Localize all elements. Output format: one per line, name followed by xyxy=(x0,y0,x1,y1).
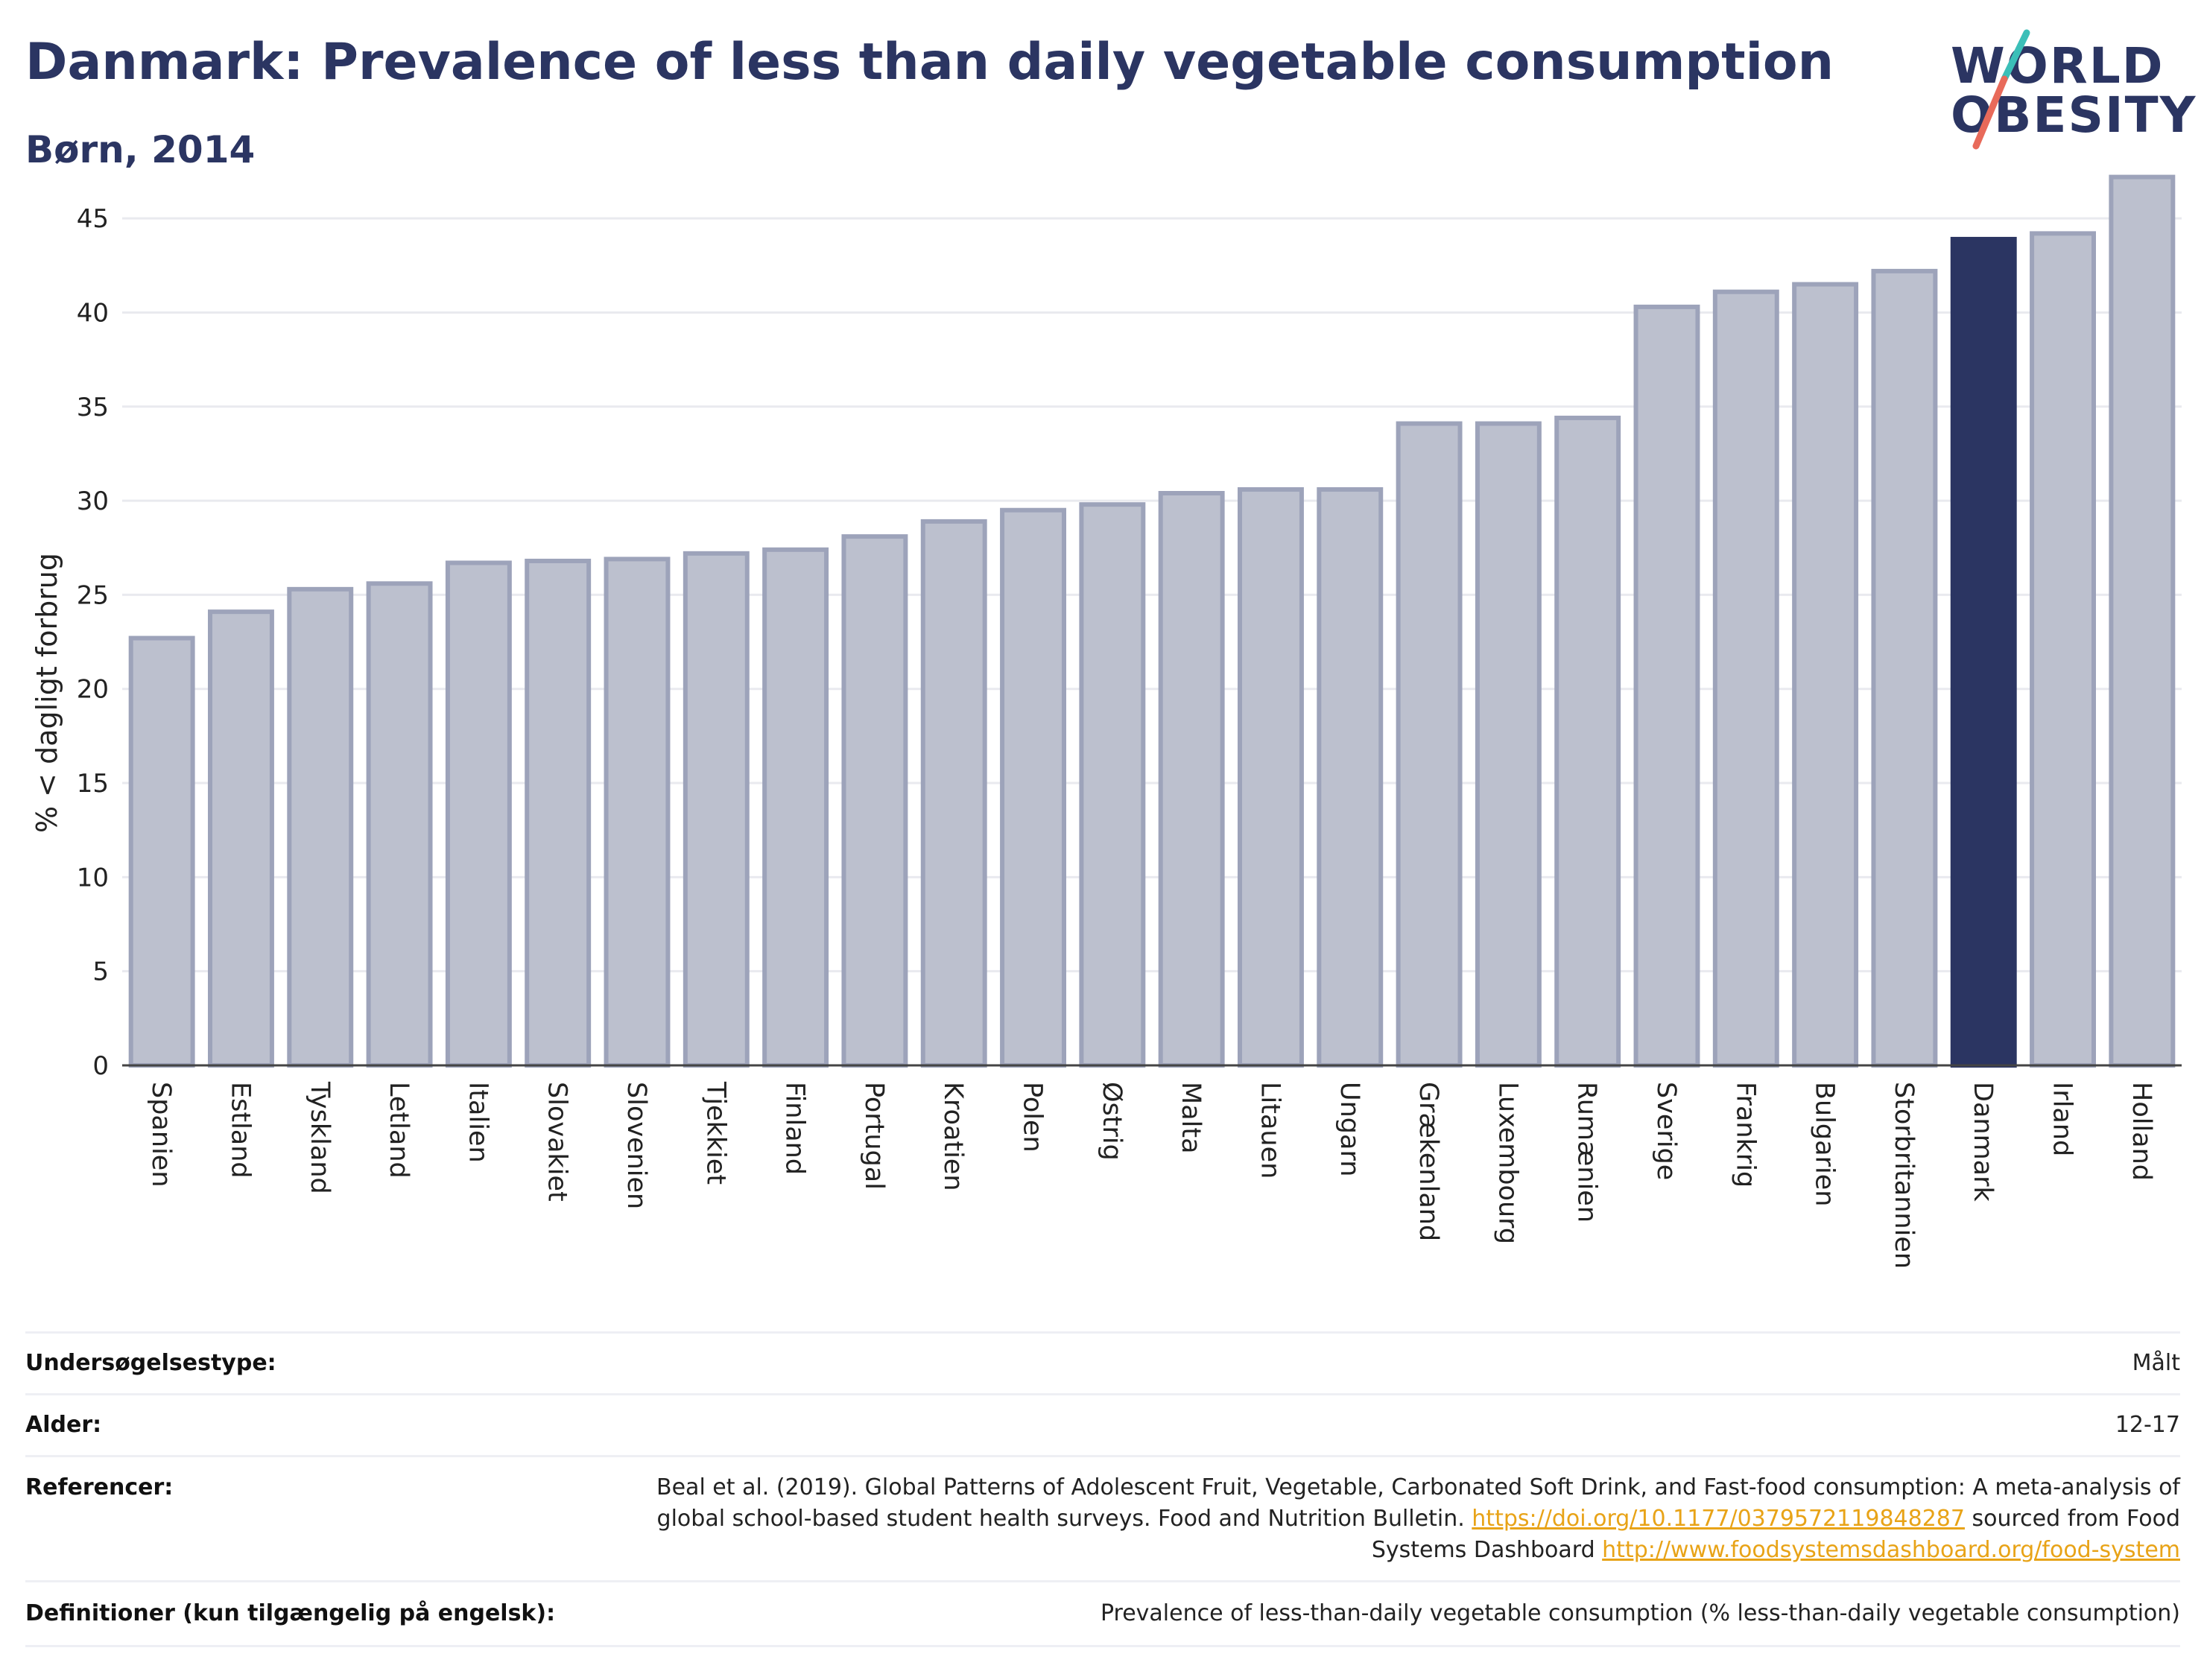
x-tick-label: Estland xyxy=(225,1082,255,1179)
y-axis-ticks: 0 5 10 15 20 25 30 35 40 45 xyxy=(77,204,109,1081)
bar-luxembourg xyxy=(1475,421,1542,1068)
bar-rumænien xyxy=(1554,415,1621,1068)
y-tick-label: 10 xyxy=(77,863,109,893)
references-row: Referencer: Beal et al. (2019). Global P… xyxy=(25,1455,2180,1580)
bar-slovenien xyxy=(604,557,671,1068)
world-obesity-logo: WORLD OBESITY xyxy=(1943,27,2195,161)
references-label: Referencer: xyxy=(25,1474,174,1500)
x-tick-label: Rumænien xyxy=(1572,1082,1602,1223)
bar-litauen xyxy=(1238,486,1304,1068)
y-tick-label: 45 xyxy=(77,204,109,234)
x-tick-label: Finland xyxy=(780,1082,810,1175)
bar-slovakiet xyxy=(525,558,592,1068)
age-label: Alder: xyxy=(25,1412,102,1438)
bar-portugal xyxy=(841,534,908,1068)
y-axis-label: % < dagligt forbrug xyxy=(31,553,63,833)
bar-bulgarien xyxy=(1792,282,1859,1068)
x-tick-label: Bulgarien xyxy=(1810,1082,1840,1206)
bar-grækenland xyxy=(1396,421,1463,1068)
x-tick-label: Ungarn xyxy=(1334,1082,1364,1176)
bars xyxy=(128,174,2176,1068)
bar-irland xyxy=(2030,231,2096,1068)
references-text-1: Beal et al. (2019). Global Patterns of A… xyxy=(656,1474,2180,1532)
y-tick-label: 25 xyxy=(77,580,109,610)
bar-storbritannien xyxy=(1871,268,1938,1068)
x-tick-label: Slovenien xyxy=(621,1082,651,1209)
bar-sverige xyxy=(1633,304,1700,1068)
survey-type-label: Undersøgelsestype: xyxy=(25,1350,276,1376)
y-tick-label: 35 xyxy=(77,393,109,422)
x-tick-label: Sverige xyxy=(1651,1082,1681,1180)
y-tick-label: 5 xyxy=(92,957,109,987)
doi-link[interactable]: https://doi.org/10.1177/0379572119848287 xyxy=(1472,1506,1965,1532)
x-axis-labels: Spanien Estland Tyskland Letland Italien Slov… xyxy=(146,1081,2156,1269)
bar-danmark xyxy=(1950,236,2017,1068)
bar-østrig xyxy=(1079,502,1146,1068)
x-tick-label: Grækenland xyxy=(1413,1082,1443,1241)
x-tick-label: Tjekkiet xyxy=(700,1081,730,1185)
bar-holland xyxy=(2109,174,2176,1068)
definitions-value: Prevalence of less-than-daily vegetable … xyxy=(1100,1600,2180,1626)
x-tick-label: Storbritannien xyxy=(1889,1082,1919,1269)
page-subtitle: Børn, 2014 xyxy=(25,128,256,171)
y-tick-label: 20 xyxy=(77,675,109,705)
x-tick-label: Kroatien xyxy=(938,1082,968,1191)
references-text-2: sourced from Food Systems Dashboard xyxy=(1371,1506,2180,1563)
age-value: 12-17 xyxy=(2115,1412,2180,1438)
x-tick-label: Slovakiet xyxy=(542,1082,572,1202)
x-tick-label: Polen xyxy=(1018,1082,1048,1153)
x-tick-label: Luxembourg xyxy=(1492,1082,1522,1244)
bar-polen xyxy=(1000,507,1066,1068)
x-tick-label: Letland xyxy=(384,1082,414,1179)
bar-spanien xyxy=(128,635,195,1068)
y-tick-label: 15 xyxy=(77,769,109,799)
references-value: Beal et al. (2019). Global Patterns of A… xyxy=(593,1472,2180,1566)
x-tick-label: Tyskland xyxy=(305,1081,335,1194)
bar-estland xyxy=(208,609,274,1068)
x-tick-label: Malta xyxy=(1176,1082,1206,1154)
x-tick-label: Portugal xyxy=(859,1082,889,1190)
x-tick-label: Italien xyxy=(463,1082,493,1163)
x-tick-label: Holland xyxy=(2127,1082,2156,1181)
bar-ungarn xyxy=(1317,486,1384,1068)
bar-letland xyxy=(366,581,433,1068)
x-tick-label: Østrig xyxy=(1097,1082,1127,1161)
y-tick-label: 30 xyxy=(77,486,109,516)
x-tick-label: Frankrig xyxy=(1730,1082,1760,1188)
bar-chart: 0 5 10 15 20 25 30 35 40 45 % < dagligt forbrug S… xyxy=(31,174,2182,1269)
survey-type-value: Målt xyxy=(2132,1350,2180,1376)
bar-italien xyxy=(445,560,512,1068)
y-tick-label: 0 xyxy=(92,1051,109,1081)
logo-slash-icon xyxy=(1972,29,2030,150)
bar-tyskland xyxy=(287,586,354,1068)
x-tick-label: Spanien xyxy=(146,1082,176,1188)
x-tick-label: Litauen xyxy=(1255,1082,1285,1179)
definitions-row: Definitioner (kun tilgængelig på engelsk… xyxy=(25,1580,2180,1647)
logo-text-world: WORLD xyxy=(1951,37,2165,95)
y-tick-label: 40 xyxy=(77,298,109,328)
x-tick-label: Danmark xyxy=(1968,1082,1998,1202)
age-row: Alder: 12-17 xyxy=(25,1393,2180,1455)
metadata-table: Undersøgelsestype: Målt Alder: 12-17 Ref… xyxy=(25,1331,2180,1647)
survey-type-row: Undersøgelsestype: Målt xyxy=(25,1331,2180,1393)
food-systems-dashboard-link[interactable]: http://www.foodsystemsdashboard.org/food… xyxy=(1602,1537,2180,1563)
bar-frankrig xyxy=(1712,289,1779,1068)
bar-kroatien xyxy=(920,519,987,1068)
x-tick-label: Irland xyxy=(2048,1082,2077,1156)
bar-finland xyxy=(762,547,829,1068)
definitions-label: Definitioner (kun tilgængelig på engelsk… xyxy=(25,1600,556,1626)
bar-tjekkiet xyxy=(683,551,750,1068)
page-title: Danmark: Prevalence of less than daily v… xyxy=(25,33,1834,92)
bar-malta xyxy=(1158,491,1225,1068)
